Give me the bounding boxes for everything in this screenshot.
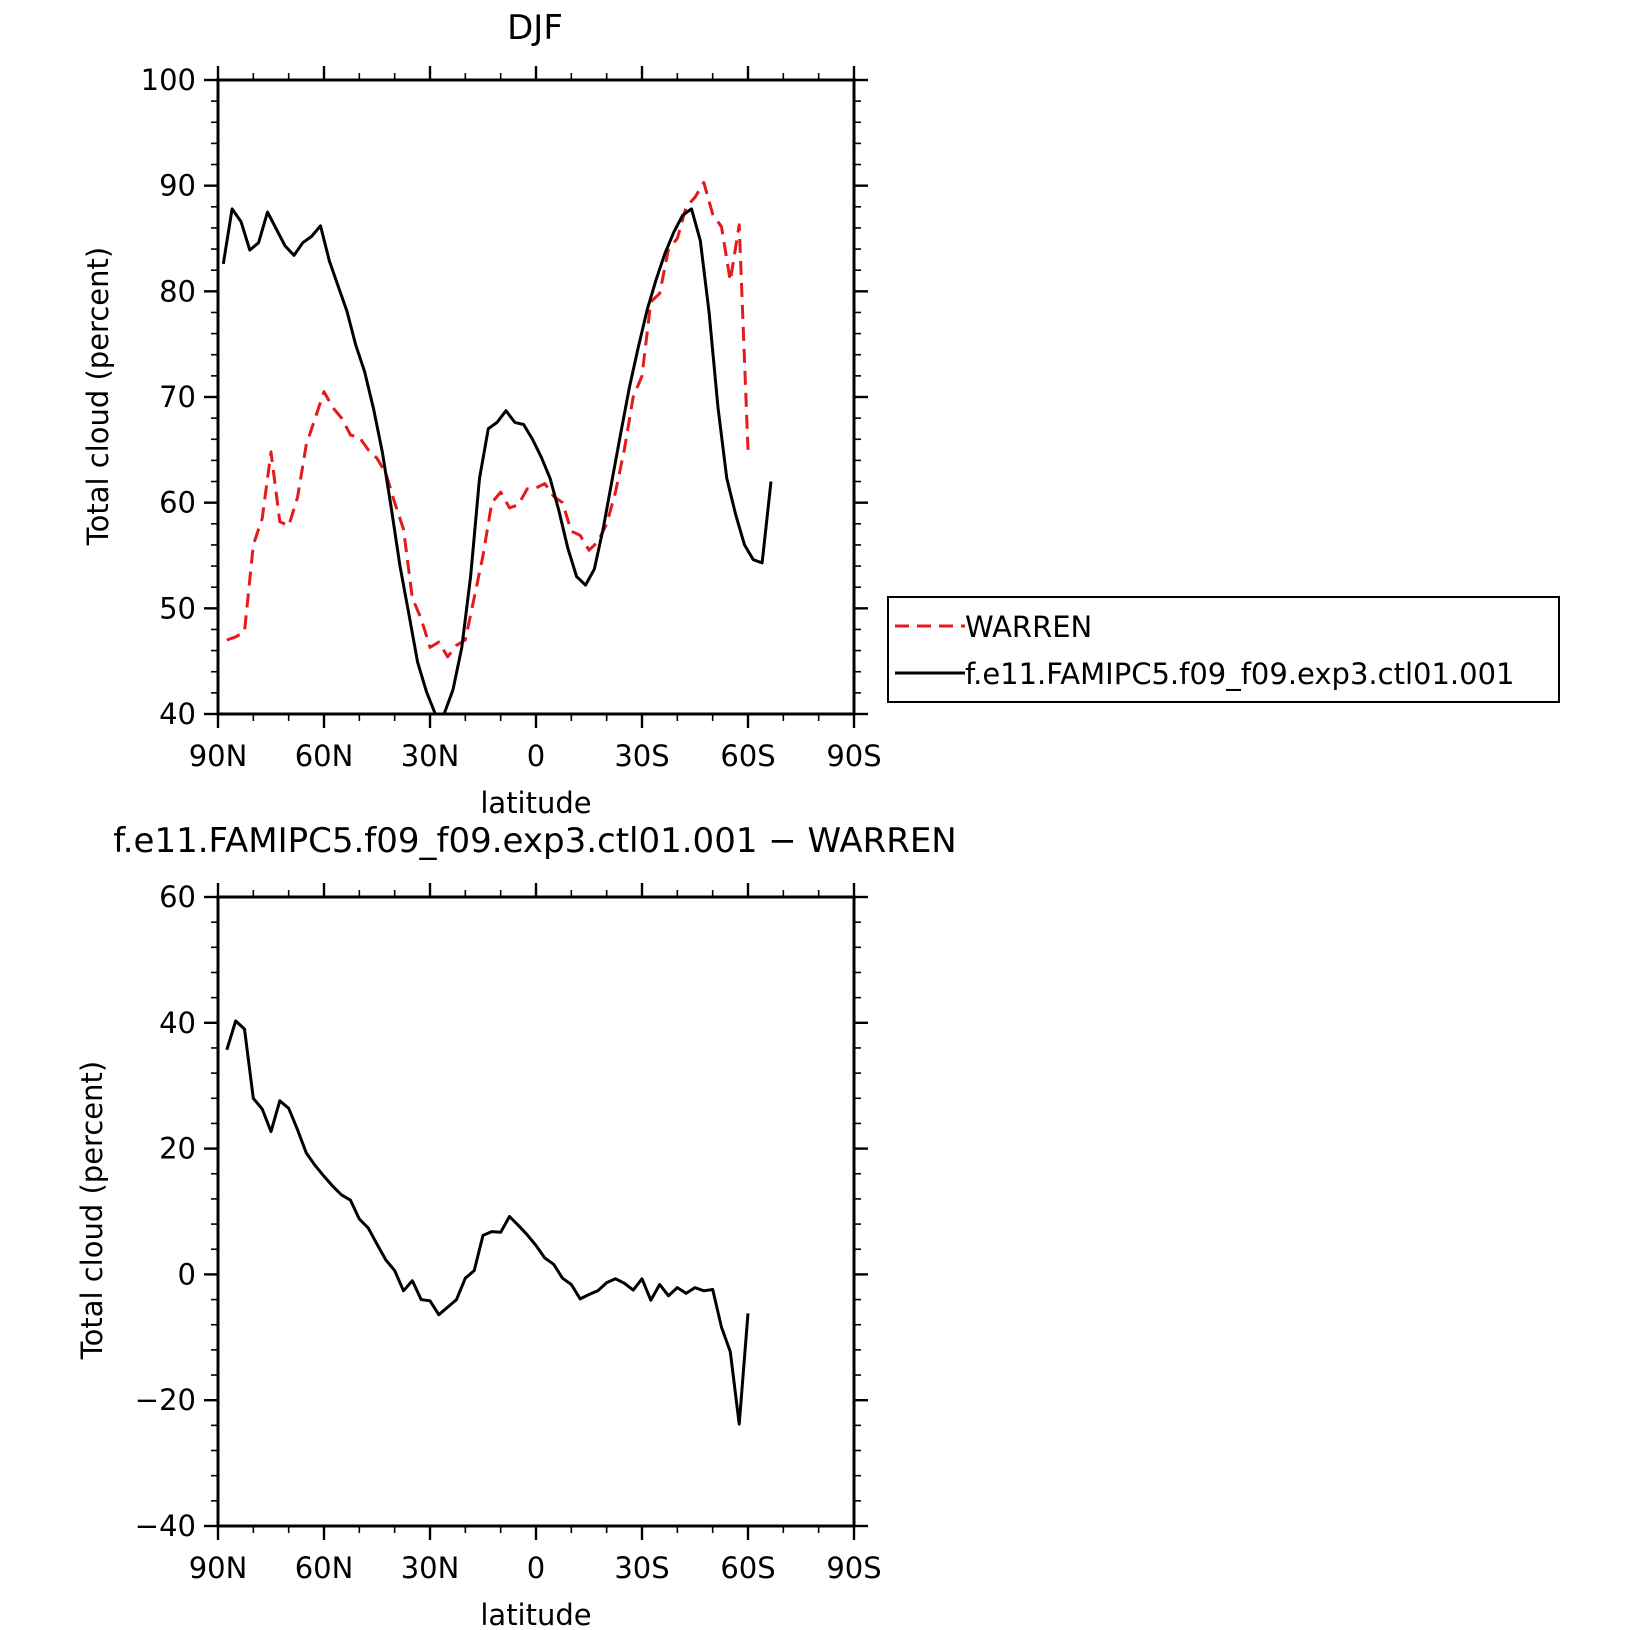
top-x-tick-labels: 90N 60N 30N 0 30S 60S 90S (189, 739, 882, 773)
bottom-xtick-label: 30S (614, 1551, 669, 1585)
top-x-axis-label: latitude (480, 786, 591, 820)
bottom-ytick-label: −40 (135, 1509, 196, 1543)
legend-label-warren: WARREN (965, 610, 1092, 644)
top-xtick-label: 90S (826, 739, 881, 773)
top-axis-ticks (204, 66, 868, 728)
bottom-panel: f.e11.FAMIPC5.f09_f09.exp3.ctl01.001 − W… (75, 821, 957, 1630)
top-y-axis-label: Total cloud (percent) (81, 247, 115, 546)
top-series-line-warren (226, 181, 750, 659)
top-xtick-label: 60N (295, 739, 354, 773)
bottom-series (225, 1019, 750, 1426)
legend: WARREN f.e11.FAMIPC5.f09_f09.exp3.ctl01.… (887, 596, 1560, 703)
bottom-y-axis-label: Total cloud (percent) (75, 1061, 109, 1360)
legend-label-model: f.e11.FAMIPC5.f09_f09.exp3.ctl01.001 (965, 657, 1514, 691)
top-xtick-label: 90N (189, 739, 248, 773)
top-series-line-model (221, 207, 773, 716)
bottom-chart-title: f.e11.FAMIPC5.f09_f09.exp3.ctl01.001 − W… (113, 821, 957, 861)
bottom-ytick-label: −20 (135, 1383, 196, 1417)
bottom-axis-ticks (204, 883, 868, 1540)
top-xtick-label: 60S (720, 739, 775, 773)
top-ytick-label: 100 (141, 63, 196, 97)
bottom-ytick-label: 60 (159, 880, 196, 914)
top-ytick-label: 90 (159, 169, 196, 203)
top-chart-title: DJF (507, 8, 563, 48)
bottom-xtick-label: 60N (295, 1551, 354, 1585)
bottom-ytick-label: 40 (159, 1006, 196, 1040)
bottom-y-tick-labels: −40 −20 0 20 40 60 (135, 880, 196, 1543)
bottom-xtick-label: 0 (527, 1551, 545, 1585)
top-series (221, 181, 773, 716)
bottom-series-line-difference (225, 1019, 750, 1426)
top-ytick-label: 40 (159, 697, 196, 731)
bottom-xtick-label: 30N (401, 1551, 460, 1585)
top-ytick-label: 70 (159, 380, 196, 414)
bottom-x-tick-labels: 90N 60N 30N 0 30S 60S 90S (189, 1551, 882, 1585)
top-ytick-label: 50 (159, 591, 196, 625)
top-xtick-label: 0 (527, 739, 545, 773)
legend-box (887, 596, 1560, 703)
bottom-ytick-label: 0 (178, 1257, 196, 1291)
top-plot-frame (216, 78, 856, 716)
top-xtick-label: 30S (614, 739, 669, 773)
top-ytick-label: 60 (159, 486, 196, 520)
top-y-tick-labels: 40 50 60 70 80 90 100 (141, 63, 196, 731)
bottom-xtick-label: 90S (826, 1551, 881, 1585)
bottom-xtick-label: 90N (189, 1551, 248, 1585)
bottom-plot-frame (216, 895, 856, 1528)
bottom-x-axis-label: latitude (480, 1598, 591, 1630)
bottom-ytick-label: 20 (159, 1132, 196, 1166)
top-ytick-label: 80 (159, 274, 196, 308)
top-xtick-label: 30N (401, 739, 460, 773)
bottom-xtick-label: 60S (720, 1551, 775, 1585)
